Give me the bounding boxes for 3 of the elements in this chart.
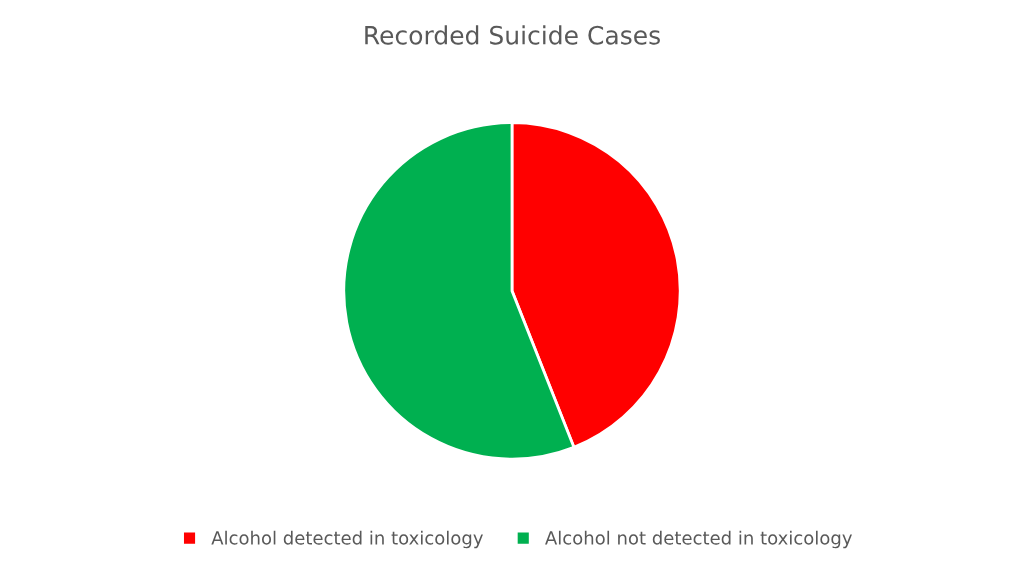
legend-label: Alcohol detected in toxicology: [211, 530, 483, 549]
legend-label: Alcohol not detected in toxicology: [545, 530, 852, 549]
chart-title: Recorded Suicide Cases: [365, 25, 660, 45]
